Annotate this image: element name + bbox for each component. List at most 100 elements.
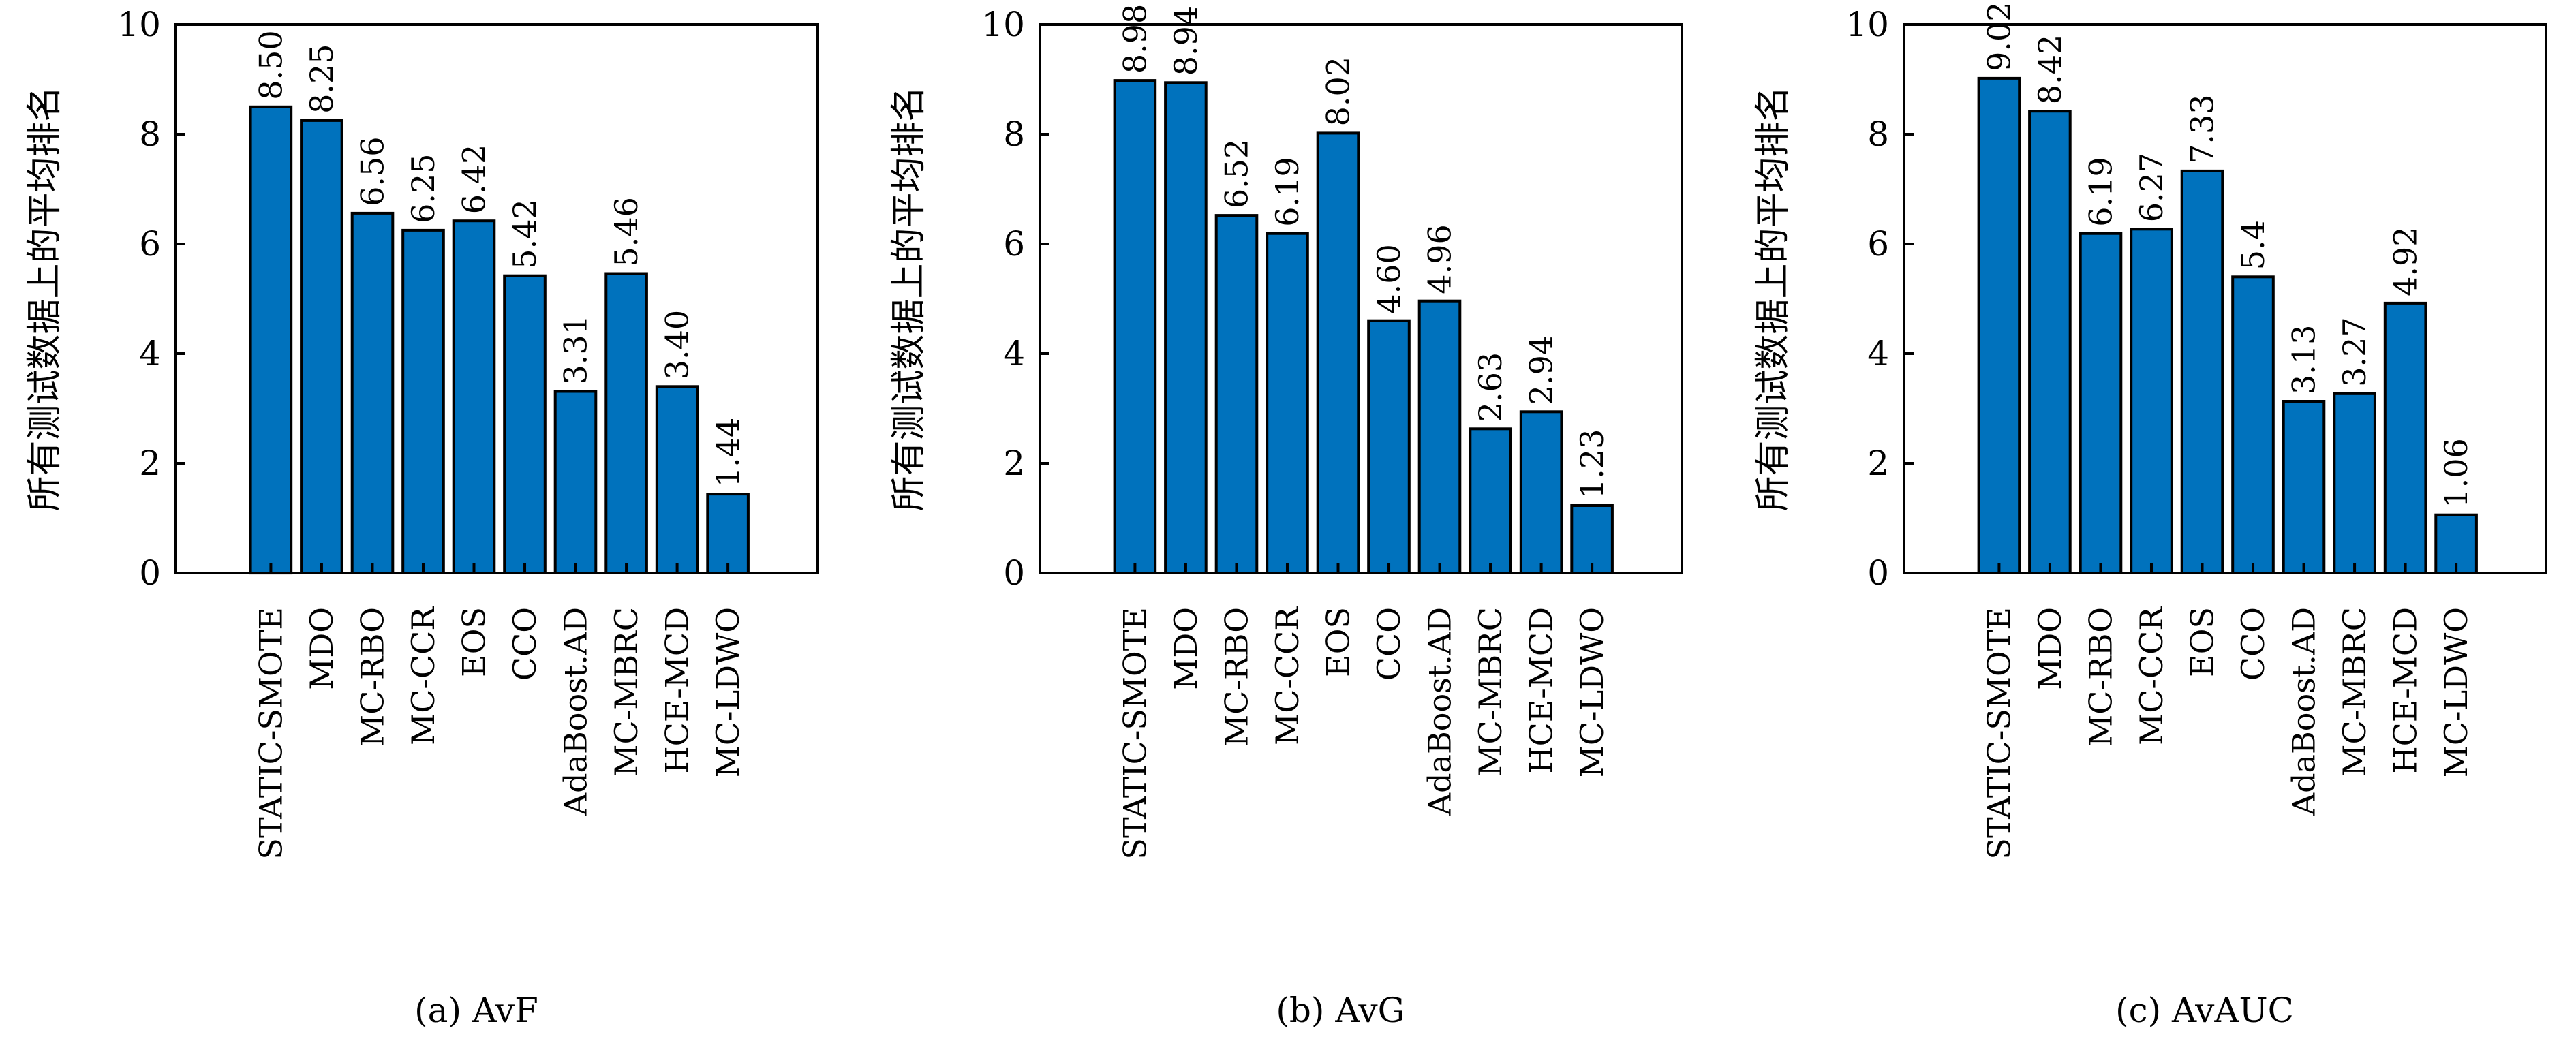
y-tick-label: 0 bbox=[139, 553, 161, 593]
value-label: 1.06 bbox=[2438, 438, 2474, 508]
bar-hce-mcd bbox=[1519, 410, 1563, 574]
subfigure-caption: (a) AvF bbox=[414, 991, 538, 1030]
axes-frame bbox=[1903, 23, 2547, 574]
y-tick-label: 10 bbox=[117, 5, 161, 44]
value-label: 2.94 bbox=[1523, 335, 1560, 405]
value-label: 6.42 bbox=[456, 144, 493, 214]
category-label: AdaBoost.AD bbox=[557, 607, 594, 816]
value-label: 8.94 bbox=[1167, 6, 1204, 76]
category-label: STATIC-SMOTE bbox=[1980, 607, 2017, 860]
subfigure-caption: (b) AvG bbox=[1276, 991, 1405, 1030]
category-label: MC-RBO bbox=[2083, 607, 2119, 747]
bar-eos bbox=[1316, 131, 1360, 574]
value-label: 6.56 bbox=[354, 136, 391, 206]
subfigure-caption: (c) AvAUC bbox=[2115, 991, 2294, 1030]
bar-mc-ccr bbox=[401, 228, 445, 574]
bar-adaboost-ad bbox=[2282, 400, 2326, 574]
value-label: 8.42 bbox=[2031, 35, 2068, 104]
category-label: MC-LDWO bbox=[709, 607, 746, 777]
category-label: AdaBoost.AD bbox=[2286, 607, 2322, 816]
bar-mc-ccr bbox=[1266, 232, 1309, 574]
bar-mdo bbox=[2028, 110, 2072, 574]
bar-cco bbox=[2231, 275, 2275, 574]
value-label: 3.27 bbox=[2336, 317, 2373, 386]
y-tick-label: 0 bbox=[1867, 553, 1889, 593]
value-label: 8.25 bbox=[303, 44, 340, 113]
value-label: 2.63 bbox=[1472, 352, 1509, 422]
chart-panel-avauc: 9.02 STATIC-SMOTE 8.42 MDO 6.19 MC-RBO 6.27 MC-… bbox=[1753, 1, 2547, 1030]
bar-mc-mbrc bbox=[1469, 427, 1512, 574]
value-label: 5.46 bbox=[608, 197, 645, 266]
category-label: STATIC-SMOTE bbox=[1116, 607, 1153, 860]
y-tick-label: 4 bbox=[139, 334, 161, 373]
value-label: 1.23 bbox=[1574, 429, 1610, 499]
y-tick-label: 10 bbox=[981, 5, 1025, 44]
category-label: CCO bbox=[2235, 607, 2271, 681]
value-label: 6.27 bbox=[2133, 153, 2170, 222]
value-label: 3.40 bbox=[659, 310, 696, 379]
value-label: 8.50 bbox=[252, 30, 289, 99]
y-axis-label: 所有测试数据上的平均排名 bbox=[25, 86, 65, 511]
category-label: MC-RBO bbox=[1218, 607, 1255, 747]
bar-cco bbox=[1367, 319, 1411, 574]
value-label: 7.33 bbox=[2184, 94, 2221, 164]
category-label: MC-CCR bbox=[2133, 606, 2170, 745]
value-label: 6.25 bbox=[405, 153, 442, 223]
bar-adaboost-ad bbox=[1417, 299, 1462, 574]
bar-mc-ldwo bbox=[2434, 513, 2478, 575]
category-label: CCO bbox=[506, 607, 543, 681]
y-tick-label: 10 bbox=[1845, 5, 1889, 44]
y-tick-label: 2 bbox=[1003, 444, 1025, 483]
bar-cco bbox=[503, 274, 547, 574]
category-label: MC-MBRC bbox=[1472, 607, 1509, 777]
axes-frame bbox=[174, 23, 819, 574]
value-label: 8.02 bbox=[1320, 57, 1357, 126]
bar-eos bbox=[2180, 169, 2224, 574]
category-label: HCE-MCD bbox=[1523, 607, 1560, 773]
value-label: 5.4 bbox=[2235, 220, 2271, 270]
y-tick-label: 8 bbox=[1003, 114, 1025, 154]
bar-adaboost-ad bbox=[553, 390, 598, 574]
y-tick-label: 6 bbox=[1867, 224, 1889, 264]
category-label: MDO bbox=[303, 607, 340, 690]
bar-hce-mcd bbox=[655, 385, 699, 574]
category-label: MC-MBRC bbox=[2336, 607, 2373, 777]
y-tick-label: 2 bbox=[139, 444, 161, 483]
bar-static-smote bbox=[249, 105, 293, 575]
value-label: 9.02 bbox=[1980, 1, 2017, 71]
y-tick-label: 8 bbox=[139, 114, 161, 154]
value-label: 5.42 bbox=[506, 199, 543, 268]
y-tick-label: 6 bbox=[1003, 224, 1025, 264]
bar-mdo bbox=[300, 119, 343, 574]
category-label: MC-LDWO bbox=[1574, 607, 1610, 777]
value-label: 1.44 bbox=[709, 418, 746, 487]
category-label: CCO bbox=[1370, 607, 1407, 681]
y-tick-label: 4 bbox=[1867, 334, 1889, 373]
category-label: MC-LDWO bbox=[2438, 607, 2474, 777]
chart-panel-avf: 8.50 STATIC-SMOTE 8.25 MDO 6.56 MC-RBO 6.25 MC-… bbox=[25, 5, 819, 1030]
category-label: MC-CCR bbox=[1269, 606, 1306, 745]
value-label: 3.31 bbox=[557, 315, 594, 384]
bar-mc-rbo bbox=[2079, 232, 2123, 574]
bar-mc-mbrc bbox=[604, 272, 648, 574]
category-label: MC-MBRC bbox=[608, 607, 645, 777]
axes-frame bbox=[1039, 23, 1683, 574]
category-label: EOS bbox=[1320, 607, 1357, 677]
y-axis-label: 所有测试数据上的平均排名 bbox=[889, 86, 930, 511]
chart-panel-avg: 8.98 STATIC-SMOTE 8.94 MDO 6.52 MC-RBO 6.19 MC-… bbox=[889, 4, 1683, 1030]
category-label: MC-RBO bbox=[354, 607, 391, 747]
bar-mc-ldwo bbox=[706, 493, 750, 574]
category-label: HCE-MCD bbox=[2387, 607, 2424, 773]
category-label: HCE-MCD bbox=[659, 607, 696, 773]
category-label: MDO bbox=[2031, 607, 2068, 690]
category-label: MC-CCR bbox=[405, 606, 442, 745]
bar-hce-mcd bbox=[2383, 301, 2427, 574]
category-label: MDO bbox=[1167, 607, 1204, 690]
category-label: AdaBoost.AD bbox=[1422, 607, 1458, 816]
value-label: 3.13 bbox=[2286, 325, 2322, 394]
bar-static-smote bbox=[1113, 79, 1157, 575]
value-label: 6.52 bbox=[1218, 139, 1255, 208]
value-label: 6.19 bbox=[2083, 157, 2119, 226]
y-tick-label: 2 bbox=[1867, 444, 1889, 483]
category-label: STATIC-SMOTE bbox=[252, 607, 289, 860]
